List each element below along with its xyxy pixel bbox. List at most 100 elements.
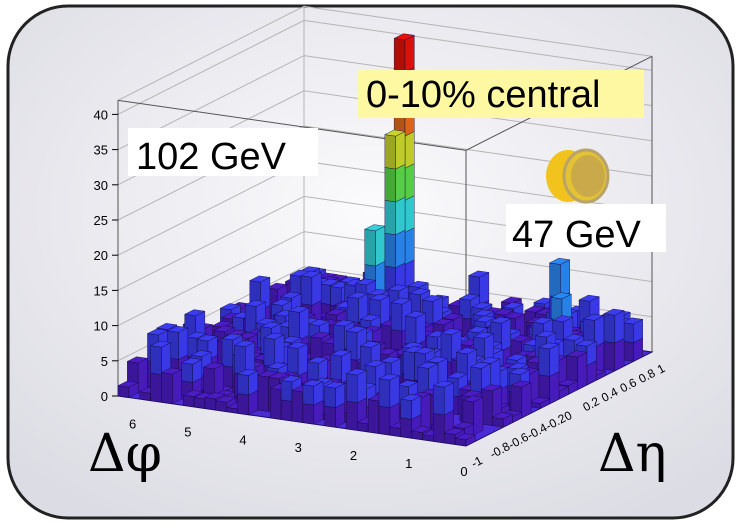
bar-top-face bbox=[472, 309, 495, 317]
bar-front-face bbox=[384, 167, 396, 203]
bar-top-face bbox=[523, 305, 546, 313]
bar-front-face bbox=[150, 372, 162, 403]
bar-front-face bbox=[384, 134, 396, 170]
bar-top-face bbox=[400, 394, 422, 401]
bar-top-face bbox=[368, 293, 391, 301]
z-tick-label: 35 bbox=[94, 143, 108, 158]
phi-axis-ticks: 0 1 2 3 4 5 6 bbox=[129, 416, 468, 479]
bar-top-face bbox=[255, 318, 277, 325]
gridline-z bbox=[117, 125, 653, 221]
bar-top-face bbox=[149, 340, 172, 348]
bar-top-face bbox=[387, 284, 409, 292]
bar-top-face bbox=[474, 315, 496, 323]
phi-tick-label: 4 bbox=[239, 432, 246, 447]
centrality-label-box: 0-10% central bbox=[358, 70, 644, 118]
bar bbox=[236, 369, 259, 416]
bar-top-face bbox=[575, 339, 597, 347]
eta-tick-label: 0.2 bbox=[580, 394, 602, 414]
bar-front-face bbox=[404, 315, 417, 346]
bar-top-face bbox=[204, 392, 226, 400]
bar-top-face bbox=[393, 33, 415, 41]
bar bbox=[302, 379, 324, 425]
bar-front-face bbox=[364, 229, 376, 267]
bar-side-face bbox=[178, 327, 189, 360]
bar-top-face bbox=[260, 321, 282, 329]
bar-front-face bbox=[300, 275, 313, 306]
bar-top-face bbox=[384, 129, 406, 137]
bar-top-face bbox=[354, 278, 377, 286]
bar-front-face bbox=[444, 432, 456, 445]
phi-tick-label: 1 bbox=[405, 456, 412, 471]
bar-top-face bbox=[346, 291, 369, 299]
bar-top-face bbox=[166, 325, 189, 333]
bar-top-face bbox=[432, 318, 454, 326]
bar-side-face bbox=[172, 369, 182, 405]
bar-top-face bbox=[492, 308, 515, 316]
bar-side-face bbox=[137, 357, 148, 394]
z-tick-label: 30 bbox=[94, 178, 108, 193]
phi-tick-label: 2 bbox=[350, 448, 357, 463]
bar-side-face bbox=[479, 272, 490, 306]
phi-axis-title: Δφ bbox=[88, 424, 162, 484]
jet2-label-box: 47 GeV bbox=[506, 204, 666, 252]
bar-top-face bbox=[440, 328, 462, 335]
bar-front-face bbox=[302, 403, 314, 425]
bar-top-face bbox=[263, 332, 285, 340]
bar-top-face bbox=[156, 323, 178, 330]
bar-front-face bbox=[603, 341, 615, 372]
phi-tick-label: 6 bbox=[129, 416, 136, 431]
bar-front-face bbox=[390, 302, 403, 332]
bar-top-face bbox=[505, 353, 528, 361]
bar bbox=[160, 367, 183, 405]
bar-top-face bbox=[502, 302, 524, 309]
gold-disk-icon bbox=[546, 148, 610, 204]
z-tick-label: 10 bbox=[94, 319, 108, 334]
bar-top-face bbox=[367, 288, 389, 296]
bar-side-face bbox=[395, 131, 406, 170]
jet2-label: 47 GeV bbox=[512, 214, 641, 252]
bar-top-face bbox=[578, 294, 600, 302]
bar-front-face bbox=[270, 387, 282, 420]
bar-front-face bbox=[150, 345, 162, 375]
bar-side-face bbox=[297, 343, 308, 377]
plot-bars bbox=[117, 33, 644, 447]
bar-top-face bbox=[460, 390, 483, 397]
bar-side-face bbox=[299, 307, 310, 341]
bar-top-face bbox=[288, 305, 310, 313]
bar-side-face bbox=[404, 131, 415, 169]
bar bbox=[538, 342, 560, 405]
bar bbox=[621, 317, 644, 362]
bar-front-face bbox=[234, 344, 246, 375]
z-tick-label: 40 bbox=[94, 107, 108, 122]
bar-front-face bbox=[257, 375, 269, 412]
bar-top-face bbox=[413, 347, 436, 354]
bar-front-face bbox=[307, 361, 319, 383]
bar-front-face bbox=[117, 385, 130, 398]
bar bbox=[454, 433, 476, 447]
bar-front-face bbox=[393, 38, 406, 73]
bar-top-face bbox=[508, 367, 531, 375]
bar-top-face bbox=[421, 295, 444, 302]
bar-front-face bbox=[346, 373, 358, 403]
bar-top-face bbox=[548, 257, 571, 265]
bar-front-face bbox=[433, 385, 445, 416]
jet1-label: 102 GeV bbox=[136, 136, 286, 176]
bar-top-face bbox=[330, 349, 352, 357]
bar-side-face bbox=[614, 338, 625, 372]
bar-top-face bbox=[507, 362, 529, 370]
bar-side-face bbox=[549, 371, 560, 405]
gridline-z bbox=[117, 231, 653, 327]
bar bbox=[491, 412, 514, 428]
bar-top-face bbox=[552, 315, 574, 323]
phi-tick-label: 5 bbox=[184, 424, 191, 439]
bar-side-face bbox=[404, 227, 415, 265]
bar bbox=[345, 368, 368, 431]
bar-front-face bbox=[324, 405, 336, 428]
bar-front-face bbox=[237, 373, 249, 396]
z-axis-ticks: 0 5 10 15 20 25 30 35 40 bbox=[94, 107, 118, 404]
bar-top-face bbox=[213, 325, 235, 333]
bar-front-face bbox=[161, 372, 173, 405]
bar-front-face bbox=[221, 338, 234, 368]
bar-side-face bbox=[560, 259, 570, 298]
bar-top-face bbox=[401, 342, 424, 349]
